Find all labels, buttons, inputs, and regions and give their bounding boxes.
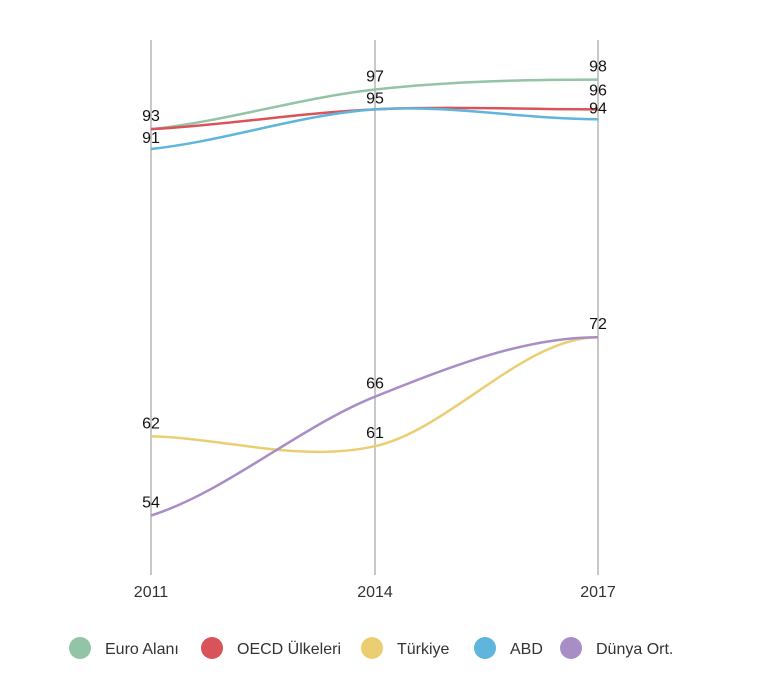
series-line-abd (150, 107, 599, 151)
x-axis-tick-labels: 2011 2014 2017 (134, 584, 616, 601)
data-label-2014-95: 95 (366, 90, 384, 107)
legend-label: ABD (510, 641, 543, 658)
legend-item-abd: ABD (474, 637, 543, 659)
legend-swatch (69, 637, 91, 659)
data-label-2011-93: 93 (142, 108, 160, 125)
data-label-2011-91: 91 (142, 130, 160, 147)
data-label-2014-97: 97 (366, 69, 384, 86)
data-label-2017-94: 94 (589, 100, 607, 117)
legend-swatch (361, 637, 383, 659)
legend-label: Euro Alanı (105, 641, 179, 658)
legend-swatch (201, 637, 223, 659)
legend-item-euro-alanı: Euro Alanı (69, 637, 179, 659)
legend-swatch (474, 637, 496, 659)
legend-swatch (560, 637, 582, 659)
legend-item-türkiye: Türkiye (361, 637, 450, 659)
legend-item-oecd-ülkeleri: OECD Ülkeleri (201, 637, 341, 659)
x-tick-label-2014: 2014 (357, 584, 393, 601)
series-lines (150, 78, 599, 517)
data-label-2014-66: 66 (366, 376, 384, 393)
gridlines (150, 40, 599, 575)
data-label-2014-61: 61 (366, 425, 384, 442)
x-tick-label-2017: 2017 (580, 584, 616, 601)
legend: Euro Alanı OECD Ülkeleri Türkiye ABD Dünya O… (69, 637, 673, 659)
series-line-dünya-ort- (150, 335, 599, 517)
x-tick-label-2011: 2011 (134, 584, 169, 601)
legend-item-dünya-ort-: Dünya Ort. (560, 637, 673, 659)
legend-label: OECD Ülkeleri (237, 640, 341, 658)
data-label-2017-72: 72 (589, 316, 607, 333)
legend-label: Türkiye (397, 641, 450, 658)
series-line-euro-alanı (150, 78, 599, 131)
series-line-türkiye (150, 335, 599, 454)
legend-label: Dünya Ort. (596, 641, 673, 658)
data-label-2017-98: 98 (589, 59, 607, 76)
data-label-2011-62: 62 (142, 415, 160, 432)
data-label-2017-96: 96 (589, 82, 607, 99)
data-label-2011-54: 54 (142, 495, 160, 512)
